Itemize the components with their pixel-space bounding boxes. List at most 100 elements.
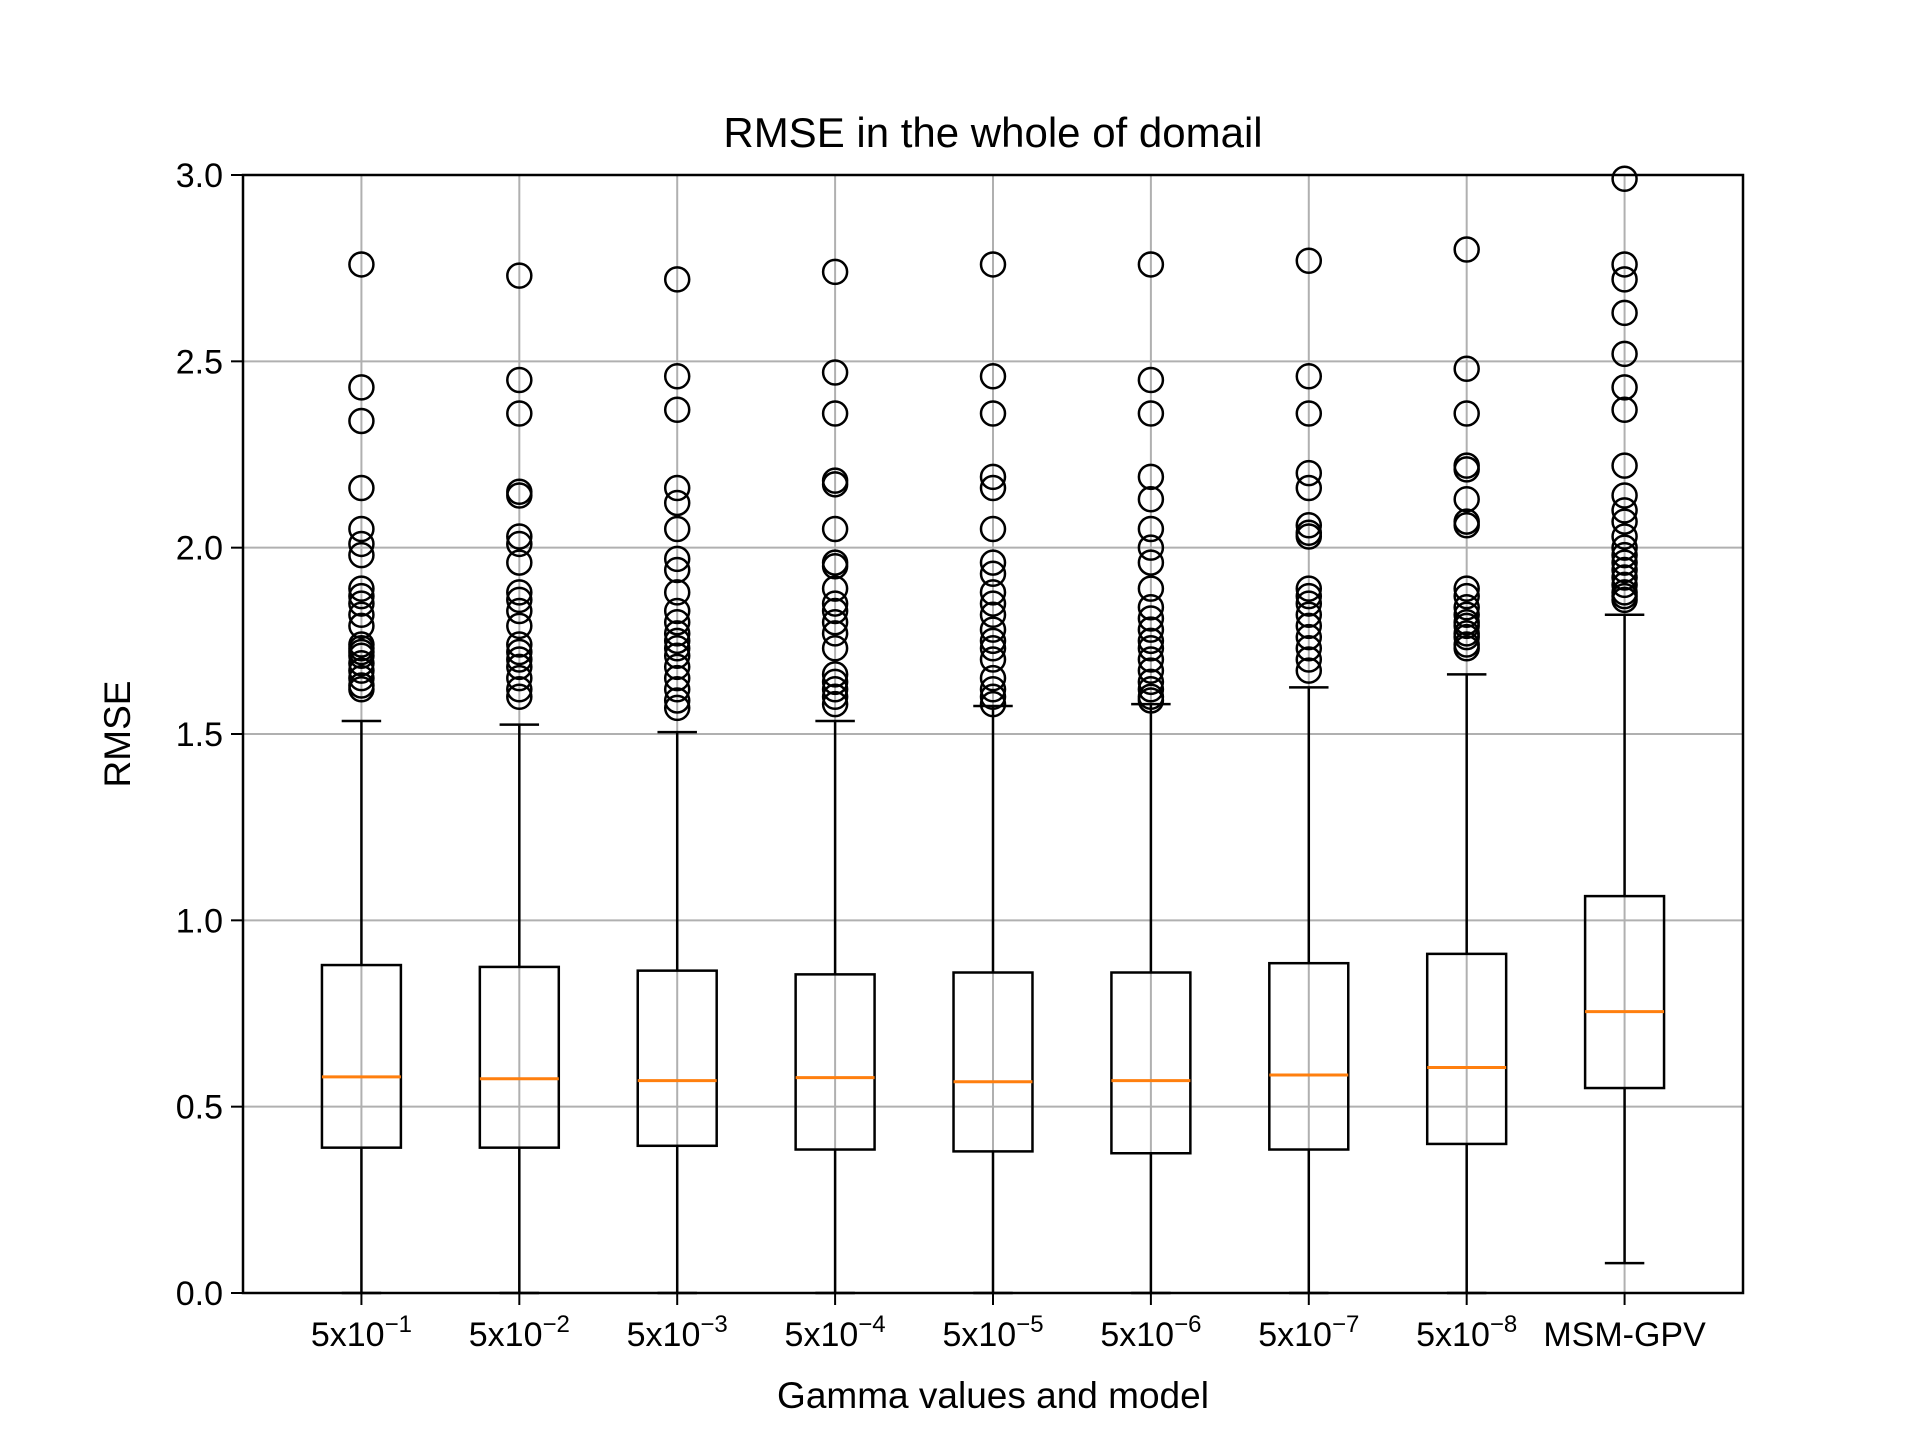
outlier-point	[506, 262, 533, 289]
outlier-point	[979, 664, 1007, 692]
outlier-point	[1611, 579, 1638, 606]
outlier-point	[663, 579, 691, 606]
outlier-point	[348, 251, 375, 278]
outlier-point	[1611, 564, 1638, 591]
outlier-point	[1295, 362, 1323, 390]
outlier-point	[506, 586, 533, 614]
outlier-point	[821, 597, 849, 625]
outlier-point	[979, 635, 1007, 662]
outlier-point	[663, 653, 691, 681]
outlier-point	[663, 515, 691, 543]
outlier-point	[821, 359, 849, 386]
outlier-point	[1611, 541, 1638, 569]
outlier-point	[663, 545, 691, 573]
chart-title: RMSE in the whole of domail	[723, 109, 1262, 156]
y-tick-label: 0.0	[176, 1275, 223, 1313]
outlier-point	[1295, 612, 1323, 640]
outlier-point	[1137, 400, 1165, 427]
outlier-point	[348, 374, 375, 401]
outlier-point	[1137, 635, 1165, 662]
outlier-point	[348, 541, 375, 569]
outlier-point	[663, 687, 691, 714]
outlier-point	[1295, 519, 1323, 547]
outlier-point	[663, 362, 691, 390]
x-tick-label: 5x10−3	[627, 1311, 728, 1354]
outlier-point	[1137, 683, 1165, 710]
outlier-point	[506, 676, 533, 703]
outlier-point	[1137, 668, 1165, 696]
x-tick-label: 5x10−7	[1258, 1311, 1359, 1354]
outlier-point	[506, 530, 533, 558]
outlier-point	[663, 620, 691, 647]
outlier-point	[979, 474, 1007, 502]
outlier-point	[979, 400, 1007, 427]
outlier-point	[1137, 485, 1165, 513]
outlier-point	[1453, 485, 1480, 513]
outlier-point	[1295, 474, 1323, 502]
outlier-point	[506, 579, 533, 606]
outlier-point	[821, 515, 849, 543]
outlier-point	[979, 590, 1007, 617]
outlier-point	[1611, 251, 1638, 278]
outlier-point	[1611, 452, 1638, 479]
outlier-point	[1137, 366, 1165, 394]
outlier-point	[1453, 620, 1480, 647]
box-iqr	[478, 965, 561, 1149]
outlier-point	[663, 474, 691, 502]
outlier-point	[663, 608, 691, 636]
outlier-point	[348, 672, 375, 699]
y-tick-label: 0.5	[176, 1089, 223, 1127]
outlier-point	[1611, 549, 1638, 576]
outlier-point	[663, 396, 691, 424]
outlier-point	[1137, 616, 1165, 643]
outlier-point	[1611, 299, 1638, 327]
x-axis: 5x10−1 5x10−2 5x10−3 5x10−4 5x10−5 5x10−6 5x10…	[311, 1293, 1706, 1354]
outlier-point	[1611, 556, 1638, 584]
outlier-point	[1295, 657, 1323, 684]
outlier-point	[1611, 571, 1638, 599]
outlier-point	[348, 575, 375, 602]
outlier-point	[1611, 266, 1638, 293]
outlier-point	[1611, 523, 1638, 550]
outlier-point	[821, 590, 849, 617]
outlier-point	[506, 683, 533, 710]
outlier-point	[663, 489, 691, 517]
outlier-point	[1453, 608, 1480, 636]
outlier-point	[663, 664, 691, 692]
outlier-point	[506, 631, 533, 658]
x-tick-label: 5x10−2	[469, 1311, 570, 1354]
outlier-point	[663, 627, 691, 655]
outlier-point	[1453, 236, 1480, 263]
outlier-point	[663, 694, 691, 722]
y-tick-label: 1.5	[176, 716, 223, 754]
box-group	[1583, 165, 1666, 1265]
outlier-point	[506, 523, 533, 550]
outlier-point	[348, 664, 375, 692]
box-iqr	[1425, 952, 1508, 1146]
y-axis-label: RMSE	[97, 681, 138, 788]
outlier-point	[663, 635, 691, 662]
outlier-point	[1137, 575, 1165, 602]
outlier-point	[1295, 623, 1323, 651]
outlier-point	[1611, 374, 1638, 401]
outlier-point	[979, 579, 1007, 606]
outlier-point	[1295, 601, 1323, 628]
outlier-point	[821, 668, 849, 696]
outlier-point	[348, 590, 375, 617]
outlier-point	[663, 642, 691, 669]
outlier-point	[1611, 534, 1638, 561]
outlier-point	[821, 635, 849, 662]
x-tick-label: 5x10−8	[1416, 1311, 1517, 1354]
outlier-point	[979, 549, 1007, 576]
y-tick-label: 1.0	[176, 902, 223, 940]
outlier-point	[1295, 582, 1323, 610]
outlier-point	[1137, 627, 1165, 655]
outlier-point	[506, 664, 533, 692]
x-axis-label: Gamma values and model	[777, 1375, 1209, 1416]
x-tick-label: 5x10−6	[1100, 1311, 1201, 1354]
outlier-point	[821, 575, 849, 602]
outlier-point	[506, 597, 533, 625]
y-tick-label: 2.5	[176, 343, 223, 381]
outlier-point	[1137, 251, 1165, 278]
